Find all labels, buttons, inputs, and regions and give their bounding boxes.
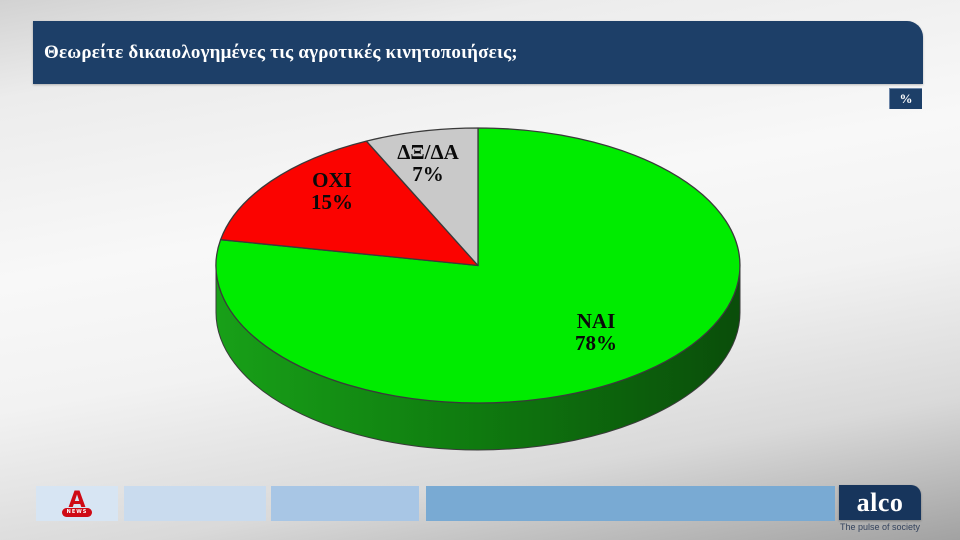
alco-tagline: The pulse of society	[839, 522, 921, 532]
footer-band-segment-1: A NEWS	[36, 486, 118, 521]
pie-label-dxda: ΔΞ/ΔΑ 7%	[348, 141, 508, 185]
footer-band-segment-4	[426, 486, 835, 521]
alpha-news-logo: A NEWS	[36, 486, 118, 521]
question-header-bar: Θεωρείτε δικαιολογημένες τις αγροτικές κ…	[33, 21, 923, 84]
pie-slice-0	[215, 127, 741, 404]
pie-label-dxda-value: 7%	[412, 162, 444, 186]
alpha-news-label: NEWS	[62, 507, 92, 517]
alco-logo-text: alco	[856, 487, 904, 517]
pie-label-oxi-value: 15%	[311, 190, 353, 214]
pie-label-nai-name: ΝΑΙ	[576, 309, 616, 333]
pie-slice-1	[219, 140, 479, 267]
pie-label-oxi: ΟΧΙ 15%	[252, 169, 412, 213]
pie-slice-2	[365, 127, 479, 267]
pie-label-nai: ΝΑΙ 78%	[516, 310, 676, 354]
pie-label-dxda-name: ΔΞ/ΔΑ	[397, 140, 459, 164]
percent-badge: %	[889, 88, 922, 109]
pie-label-nai-value: 78%	[575, 331, 617, 355]
alpha-logo-letter: A	[68, 487, 86, 513]
pie-label-oxi-name: ΟΧΙ	[312, 168, 352, 192]
footer-band-segment-2	[124, 486, 266, 521]
question-title: Θεωρείτε δικαιολογημένες τις αγροτικές κ…	[44, 41, 518, 63]
footer-band-segment-3	[271, 486, 419, 521]
alco-logo: alco	[839, 485, 921, 520]
